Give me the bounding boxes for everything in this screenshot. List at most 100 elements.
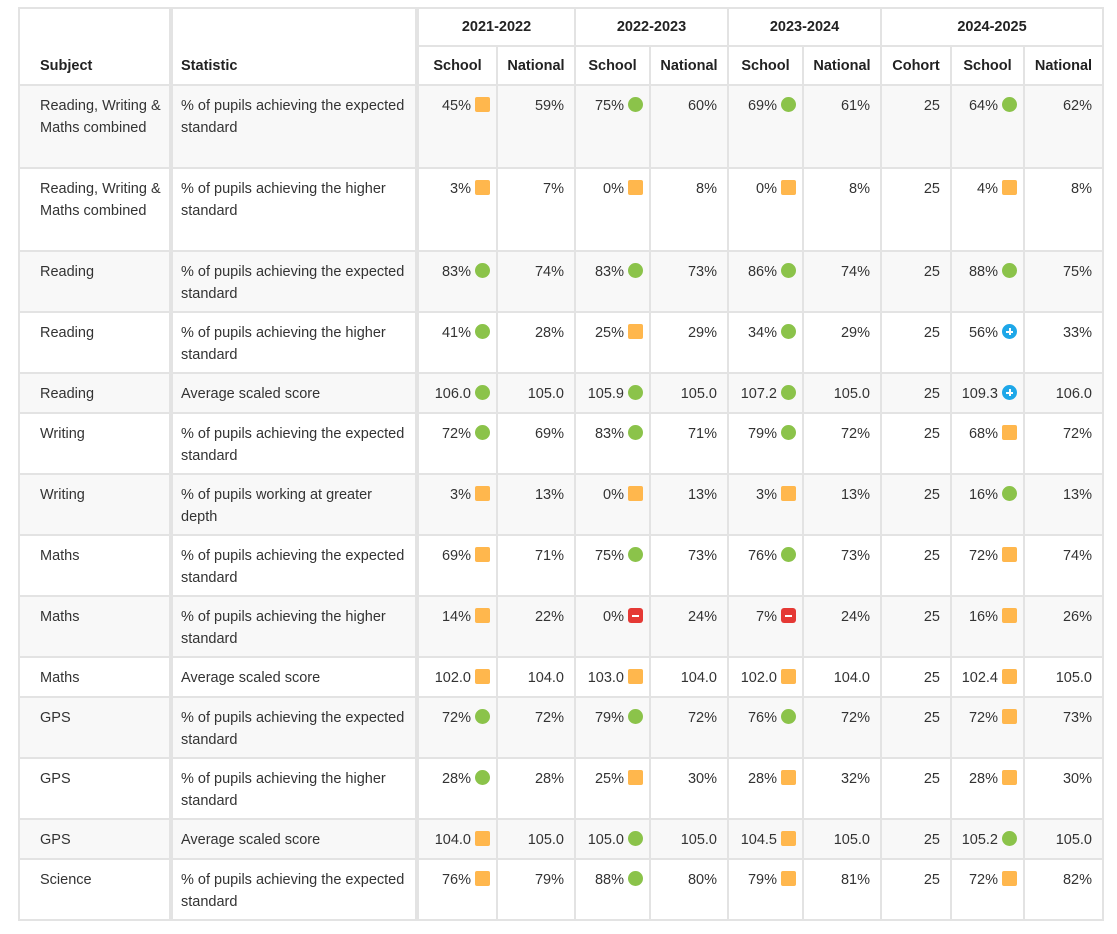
school-value-cell: 107.2 xyxy=(727,372,804,414)
school-value: 41% xyxy=(441,325,471,341)
school-value: 3% xyxy=(450,181,471,197)
school-value: 86% xyxy=(747,264,777,280)
national-value: 105.0 xyxy=(1023,656,1104,698)
national-value: 69% xyxy=(496,412,576,475)
cohort-value: 25 xyxy=(880,595,952,658)
cohort-value: 25 xyxy=(880,818,952,860)
school-value: 104.0 xyxy=(434,832,471,848)
header-school: School xyxy=(950,45,1025,86)
school-value-cell: 104.0 xyxy=(415,818,498,860)
statistic-cell: % of pupils achieving the expected stand… xyxy=(169,250,418,313)
school-value: 72% xyxy=(968,710,998,726)
statistic-cell: % of pupils achieving the expected stand… xyxy=(169,696,418,759)
national-value: 30% xyxy=(649,757,729,820)
national-value: 32% xyxy=(802,757,882,820)
school-value-cell: 83% xyxy=(574,412,651,475)
square-indicator-icon xyxy=(628,180,643,195)
school-value: 75% xyxy=(594,548,624,564)
school-value-cell: 0% xyxy=(574,167,651,252)
statistic-cell: % of pupils achieving the expected stand… xyxy=(169,84,418,169)
header-national: National xyxy=(649,45,729,86)
circle-indicator-icon xyxy=(475,263,490,278)
square-indicator-icon xyxy=(781,770,796,785)
square-indicator-icon xyxy=(475,608,490,623)
subject-cell: Reading xyxy=(18,372,172,414)
cohort-value: 25 xyxy=(880,696,952,759)
statistic-cell: % of pupils achieving the higher standar… xyxy=(169,757,418,820)
national-value: 8% xyxy=(802,167,882,252)
school-value: 83% xyxy=(441,264,471,280)
header-school: School xyxy=(415,45,498,86)
school-value-cell: 28% xyxy=(950,757,1025,820)
plus-indicator-icon xyxy=(1002,324,1017,339)
national-value: 13% xyxy=(802,473,882,536)
cohort-value: 25 xyxy=(880,534,952,597)
school-value-cell: 106.0 xyxy=(415,372,498,414)
school-value: 0% xyxy=(603,609,624,625)
school-value: 79% xyxy=(594,710,624,726)
table-row: GPS% of pupils achieving the higher stan… xyxy=(18,757,1104,820)
school-value-cell: 72% xyxy=(950,534,1025,597)
school-value: 56% xyxy=(968,325,998,341)
national-value: 13% xyxy=(1023,473,1104,536)
national-value: 28% xyxy=(496,757,576,820)
header-group-2024-2025: 2024-2025 xyxy=(880,7,1104,47)
national-value: 105.0 xyxy=(802,818,882,860)
school-value: 28% xyxy=(968,771,998,787)
header-school: School xyxy=(727,45,804,86)
square-indicator-icon xyxy=(781,180,796,195)
school-value-cell: 88% xyxy=(574,858,651,921)
statistic-cell: % of pupils achieving the expected stand… xyxy=(169,858,418,921)
subject-cell: GPS xyxy=(18,696,172,759)
school-value: 64% xyxy=(968,98,998,114)
statistic-cell: % of pupils achieving the expected stand… xyxy=(169,412,418,475)
school-value-cell: 102.0 xyxy=(415,656,498,698)
table-row: Reading% of pupils achieving the higher … xyxy=(18,311,1104,374)
school-value: 72% xyxy=(441,710,471,726)
cohort-value: 25 xyxy=(880,250,952,313)
school-value: 3% xyxy=(450,487,471,503)
school-value-cell: 72% xyxy=(950,696,1025,759)
subject-cell: GPS xyxy=(18,757,172,820)
statistic-cell: % of pupils working at greater depth xyxy=(169,473,418,536)
school-value: 105.9 xyxy=(587,386,624,402)
square-indicator-icon xyxy=(1002,425,1017,440)
cohort-value: 25 xyxy=(880,412,952,475)
school-value-cell: 76% xyxy=(727,534,804,597)
school-value: 83% xyxy=(594,264,624,280)
national-value: 81% xyxy=(802,858,882,921)
square-indicator-icon xyxy=(781,831,796,846)
school-value-cell: 69% xyxy=(727,84,804,169)
circle-indicator-icon xyxy=(1002,263,1017,278)
school-value: 88% xyxy=(594,872,624,888)
statistic-cell: % of pupils achieving the higher standar… xyxy=(169,595,418,658)
school-value-cell: 3% xyxy=(415,167,498,252)
square-indicator-icon xyxy=(628,770,643,785)
national-value: 75% xyxy=(1023,250,1104,313)
header-school: School xyxy=(574,45,651,86)
school-value: 14% xyxy=(441,609,471,625)
square-indicator-icon xyxy=(475,97,490,112)
school-value: 105.0 xyxy=(587,832,624,848)
subject-cell: Maths xyxy=(18,534,172,597)
school-value: 103.0 xyxy=(587,670,624,686)
school-value-cell: 88% xyxy=(950,250,1025,313)
school-value: 106.0 xyxy=(434,386,471,402)
header-group-2022-2023: 2022-2023 xyxy=(574,7,729,47)
school-value-cell: 72% xyxy=(415,696,498,759)
national-value: 59% xyxy=(496,84,576,169)
school-value: 105.2 xyxy=(961,832,998,848)
table-row: Writing% of pupils achieving the expecte… xyxy=(18,412,1104,475)
table-row: Writing% of pupils working at greater de… xyxy=(18,473,1104,536)
school-value-cell: 41% xyxy=(415,311,498,374)
school-value: 0% xyxy=(756,181,777,197)
national-value: 22% xyxy=(496,595,576,658)
header-national: National xyxy=(1023,45,1104,86)
national-value: 71% xyxy=(649,412,729,475)
national-value: 29% xyxy=(802,311,882,374)
school-value-cell: 28% xyxy=(415,757,498,820)
national-value: 72% xyxy=(802,696,882,759)
square-indicator-icon xyxy=(1002,709,1017,724)
national-value: 82% xyxy=(1023,858,1104,921)
subject-cell: Writing xyxy=(18,412,172,475)
